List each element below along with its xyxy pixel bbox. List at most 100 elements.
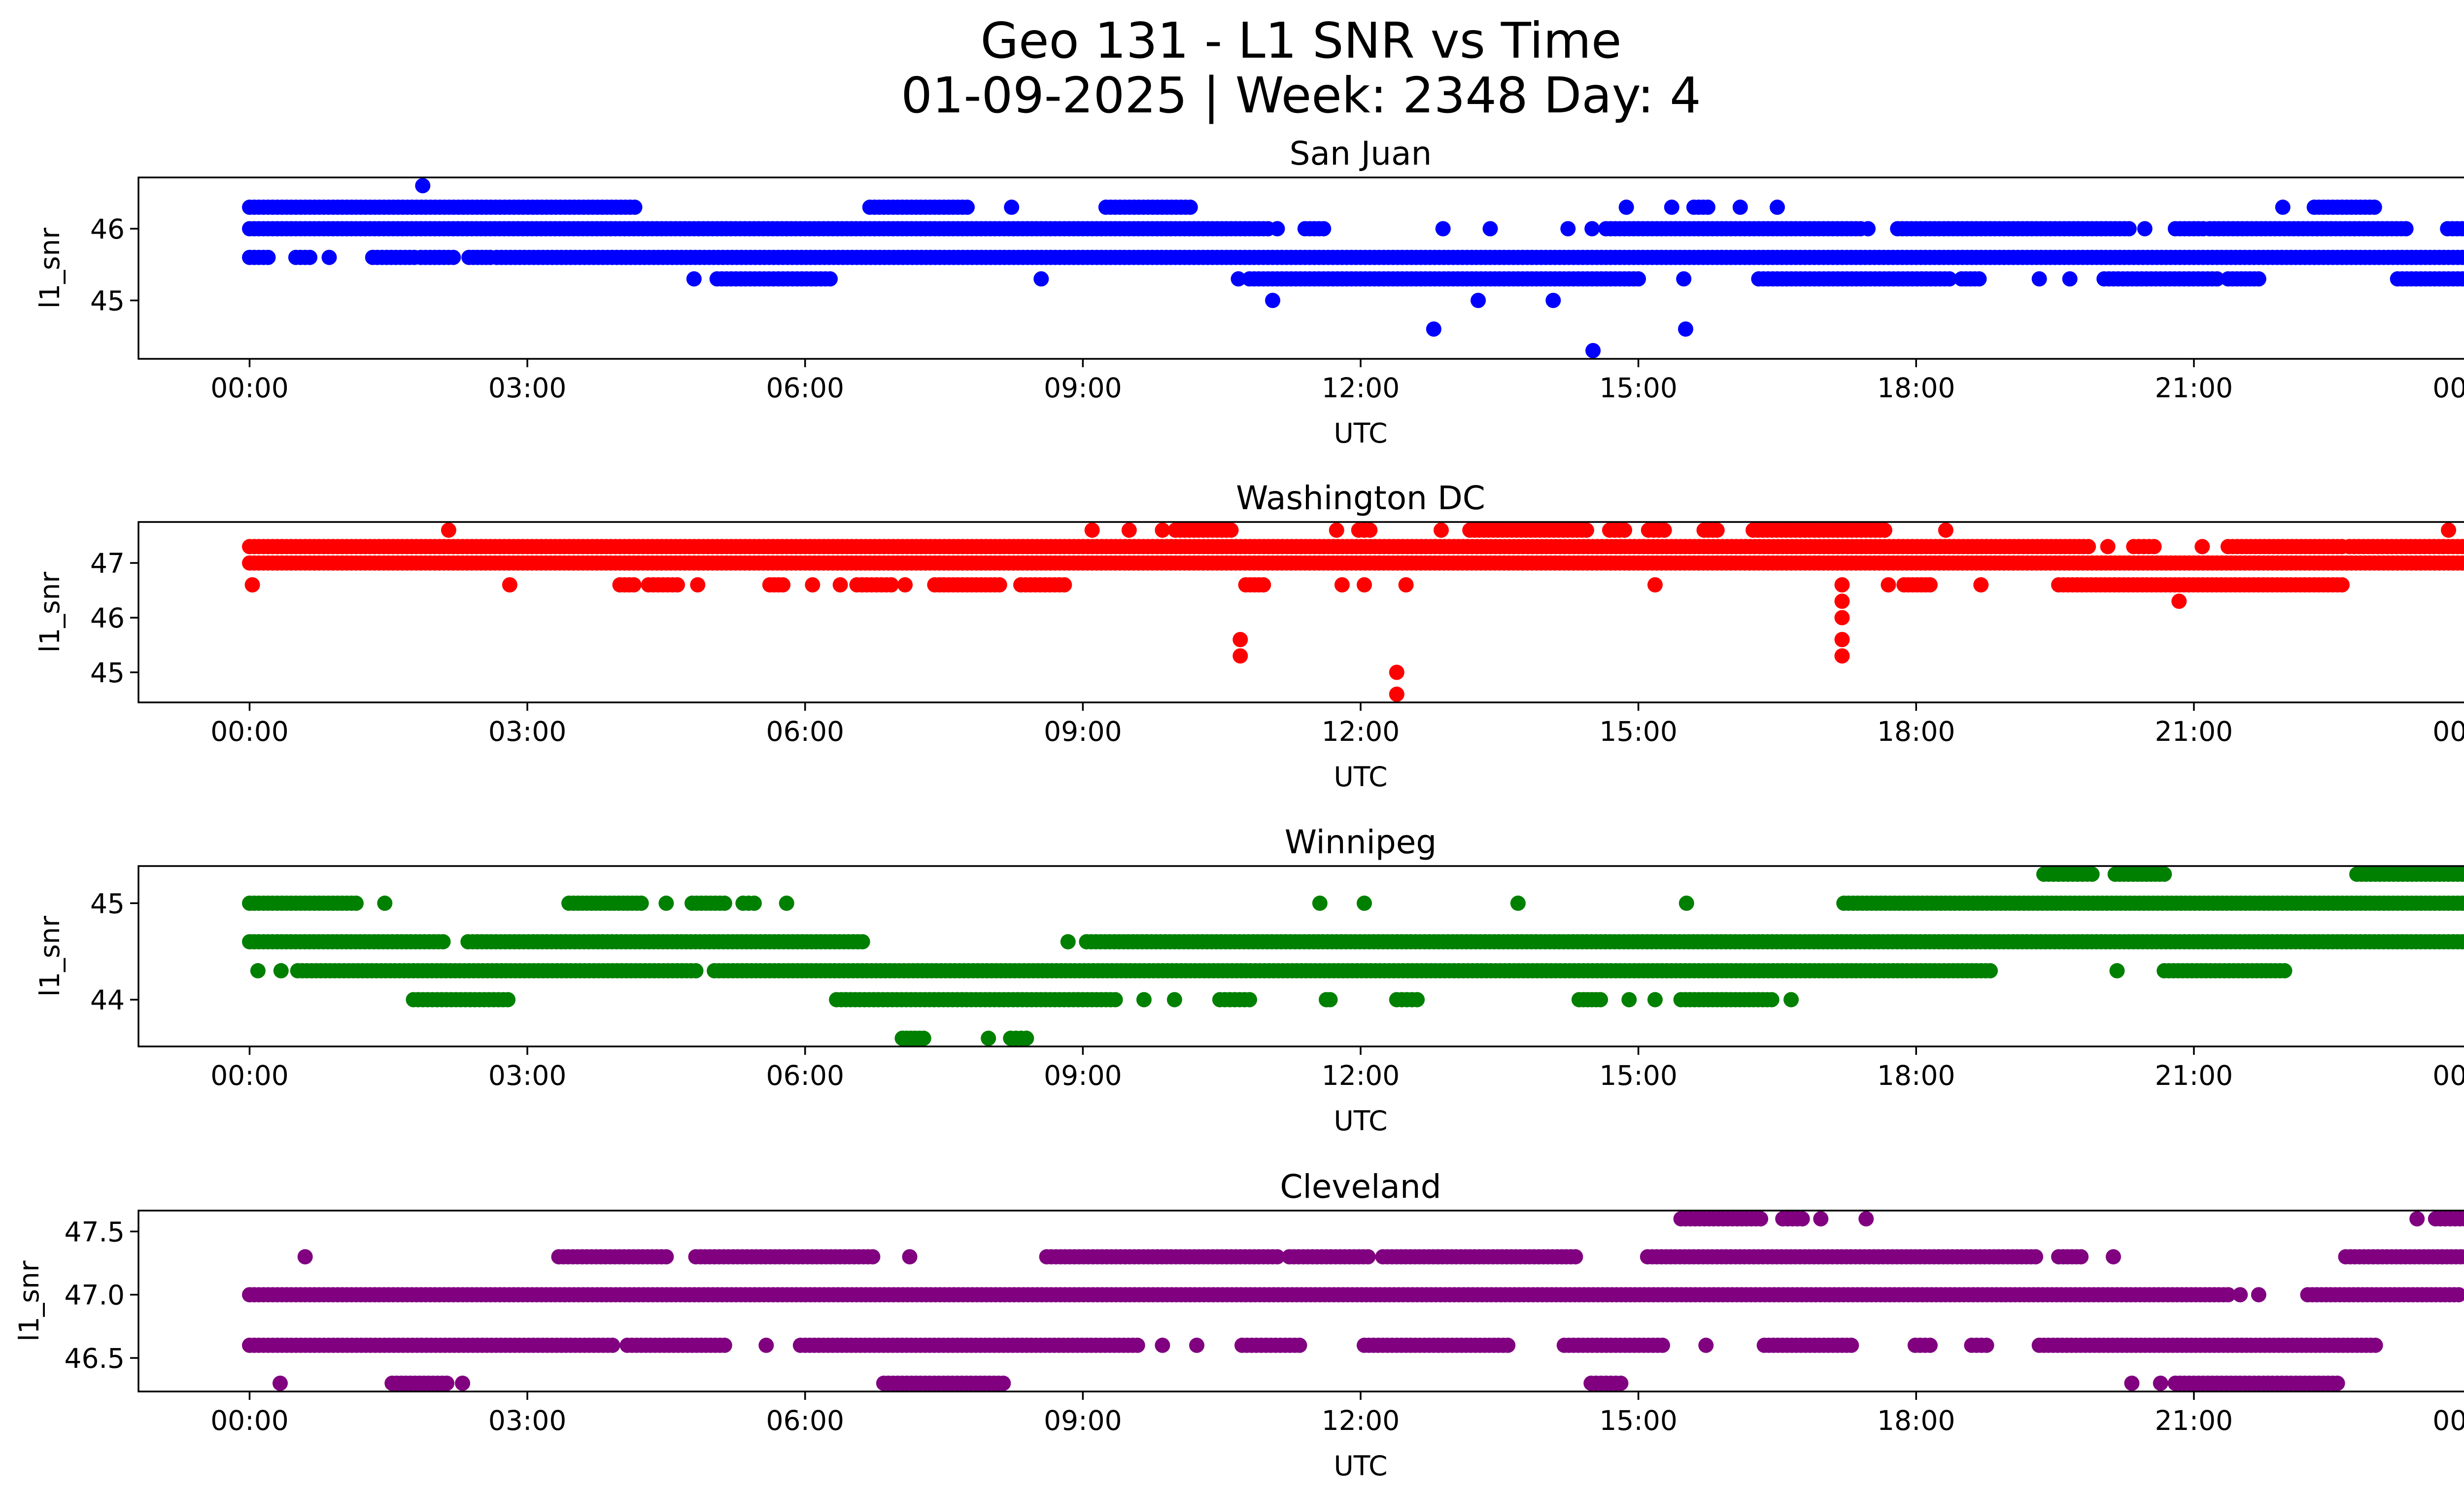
data-point [1617,522,1632,538]
x-tick-label: 00:00 [2432,372,2464,404]
data-point [686,271,702,287]
data-point [1834,593,1850,609]
y-axis-label: l1_snr [13,1260,45,1341]
y-tick-label: 46 [90,213,125,245]
data-point [2146,539,2162,555]
scatter-points [242,1211,2464,1391]
y-tick-label: 45 [90,888,125,919]
x-tick-label: 06:00 [766,1405,844,1436]
data-point [2459,556,2464,570]
y-tick-label: 44 [90,984,125,1016]
y-tick-label: 47.5 [65,1216,125,1248]
data-point [633,895,649,911]
data-point [1471,293,1486,308]
data-point [2124,1375,2140,1391]
subplot-cleveland: Cleveland UTC l1_snr 00:00 03:00 06:00 09:0… [13,1168,2464,1482]
data-point [995,1375,1011,1391]
data-point [897,577,913,592]
data-point [2334,577,2350,592]
data-point [1973,577,1989,592]
data-point [439,1375,455,1391]
data-point [2220,1287,2236,1303]
data-point [2062,271,2078,287]
data-point [1166,992,1182,1008]
data-point [302,249,318,265]
scatter-points [242,522,2464,702]
data-point [758,1337,774,1353]
x-tick-label: 09:00 [1044,1060,1122,1091]
data-point [1265,293,1280,308]
data-point [884,577,899,592]
data-point [2275,199,2291,215]
y-axis-label: l1_snr [34,916,66,997]
data-point [1019,1030,1034,1046]
data-point [865,1249,881,1265]
x-tick-label: 00:00 [210,716,289,747]
data-point [1834,577,1850,592]
data-point [1434,522,1449,538]
data-point [855,934,870,950]
data-point [1269,1249,1285,1265]
x-tick-label: 00:00 [2432,1405,2464,1436]
data-point [1362,522,1378,538]
data-point [1389,664,1404,680]
data-point [1312,895,1328,911]
data-point [1389,686,1404,702]
data-point [1698,1337,1714,1353]
x-tick-label: 09:00 [1044,372,1122,404]
data-point [2441,522,2457,538]
data-point [2194,539,2210,555]
data-point [1860,221,1876,237]
data-point [805,577,821,592]
data-point [717,895,732,911]
data-point [959,199,975,215]
data-point [1357,895,1372,911]
data-point [1647,992,1663,1008]
data-point [2459,935,2464,949]
subplot-winnipeg: Winnipeg UTC l1_snr 00:00 03:00 06:00 09:00… [34,823,2464,1137]
data-point [1482,221,1498,237]
data-point [321,249,337,265]
data-point [717,1337,732,1353]
data-point [1322,992,1338,1008]
data-point [1621,992,1637,1008]
data-point [2084,867,2100,882]
figure-title-line1: Geo 131 - L1 SNR vs Time [981,12,1622,70]
x-tick-label: 00:00 [210,1405,289,1436]
data-point [981,1030,996,1046]
data-point [1360,1249,1376,1265]
data-point [1732,199,1748,215]
data-point [273,963,289,978]
x-tick-label: 18:00 [1877,716,1955,747]
data-point [1435,221,1451,237]
data-point [1500,1337,1516,1353]
data-point [2251,271,2266,287]
data-point [1942,271,1957,287]
subplot-washington-dc: Washington DC UTC l1_snr 00:00 03:00 06:00… [34,479,2464,793]
subplot-title: Winnipeg [1285,823,1437,861]
y-tick-label: 47 [90,548,125,579]
data-point [1647,577,1663,592]
data-point [1256,577,1271,592]
data-point [1764,992,1780,1008]
data-point [1858,1211,1874,1227]
data-point [746,895,762,911]
x-tick-label: 18:00 [1877,1405,1955,1436]
data-point [1770,199,1785,215]
data-point [1057,577,1072,592]
data-point [1618,199,1634,215]
x-tick-label: 09:00 [1044,716,1122,747]
data-point [2031,271,2047,287]
x-axis-label: UTC [1334,417,1387,449]
x-tick-label: 12:00 [1322,1405,1400,1436]
x-tick-label: 15:00 [1599,716,1677,747]
data-point [2366,199,2382,215]
figure-title-line2: 01-09-2025 | Week: 2348 Day: 4 [901,67,1701,124]
y-axis-label: l1_snr [34,228,66,309]
data-point [1678,895,1694,911]
data-point [658,895,674,911]
data-point [1182,199,1198,215]
data-point [2409,1211,2425,1227]
data-point [1560,221,1576,237]
x-axis-label: UTC [1334,761,1387,793]
